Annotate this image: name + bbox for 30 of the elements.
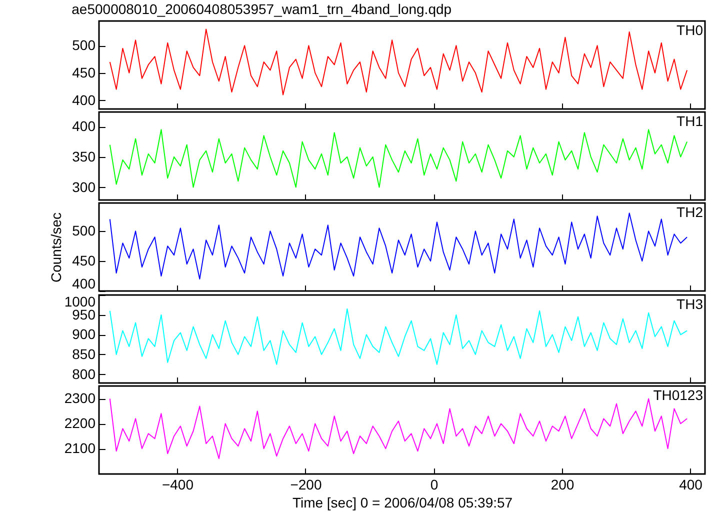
y-tick-label: 2100 (64, 440, 96, 456)
x-tick-label: 0 (430, 476, 438, 492)
series-label: TH0123 (653, 387, 704, 403)
x-axis-title: Time [sec] 0 = 2006/04/08 05:39:57 (292, 494, 513, 510)
y-tick-label: 400 (72, 118, 96, 134)
y-tick-label: 450 (72, 252, 96, 269)
y-tick-label: 500 (72, 37, 96, 54)
y-axis-title: Counts/sec (48, 212, 64, 283)
x-tick-label: 200 (550, 476, 574, 492)
y-tick-label: 800 (72, 366, 96, 382)
y-tick-label: 850 (72, 346, 96, 362)
series-label: TH0 (676, 22, 704, 38)
x-tick-label: −200 (290, 476, 322, 492)
y-tick-label: 2300 (64, 390, 96, 406)
y-tick-label: 400 (72, 276, 96, 292)
line-series (109, 308, 688, 365)
y-tick-label: 450 (72, 64, 96, 80)
y-tick-label: 350 (72, 148, 96, 164)
y-tick-label: 300 (72, 178, 96, 195)
x-tick-label: 400 (679, 476, 703, 492)
line-series (109, 129, 688, 188)
series-label: TH3 (676, 296, 704, 312)
chart-title: ae500008010_20060408053957_wam1_trn_4band_long.qdp (72, 1, 452, 17)
series-label: TH2 (676, 204, 704, 220)
series-label: TH1 (676, 113, 704, 129)
y-tick-label: 500 (72, 222, 96, 239)
y-tick-label: 900 (72, 326, 96, 342)
y-tick-label: 2200 (64, 415, 96, 432)
x-tick-label: −400 (162, 476, 194, 492)
y-tick-label: 400 (72, 92, 96, 108)
